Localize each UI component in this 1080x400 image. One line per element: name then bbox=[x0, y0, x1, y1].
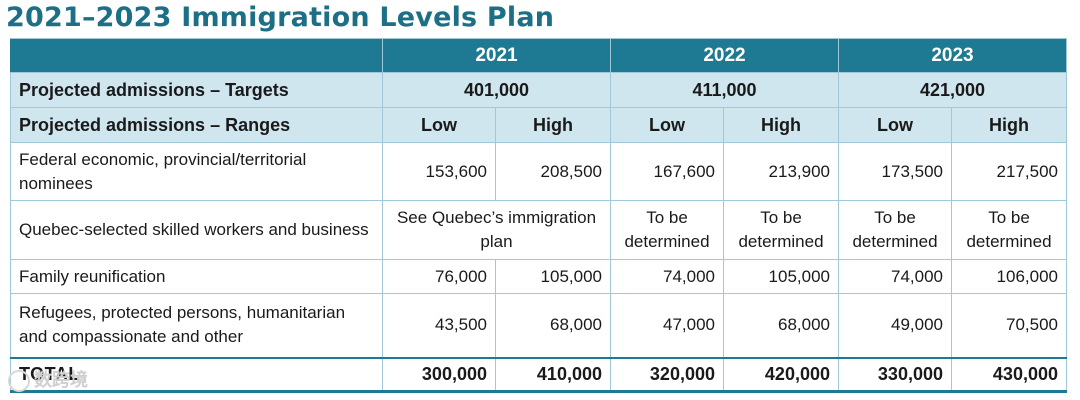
row-label: Refugees, protected persons, humanitaria… bbox=[10, 293, 383, 358]
cell-value: 167,600 bbox=[610, 142, 724, 201]
table-row: Family reunification 76,000 105,000 74,0… bbox=[10, 259, 1067, 294]
cell-value: 74,000 bbox=[610, 259, 724, 294]
watermark: 数跨境 bbox=[8, 366, 88, 392]
total-value: 300,000 bbox=[382, 356, 496, 393]
ranges-row: Projected admissions – Ranges Low High L… bbox=[10, 107, 1067, 143]
cell-value: 68,000 bbox=[723, 293, 839, 358]
watermark-logo-icon bbox=[8, 370, 30, 392]
target-2021: 401,000 bbox=[382, 72, 611, 108]
targets-row: Projected admissions – Targets 401,000 4… bbox=[10, 72, 1067, 108]
cell-value: 49,000 bbox=[838, 293, 952, 358]
row-label: Quebec-selected skilled workers and busi… bbox=[10, 200, 383, 260]
cell-value: 217,500 bbox=[951, 142, 1067, 201]
total-value: 430,000 bbox=[951, 356, 1067, 393]
cell-value: 47,000 bbox=[610, 293, 724, 358]
year-2023-header: 2023 bbox=[838, 38, 1067, 73]
total-label: TOTAL bbox=[10, 356, 383, 393]
table-row: Refugees, protected persons, humanitaria… bbox=[10, 293, 1067, 358]
cell-value: 105,000 bbox=[723, 259, 839, 294]
cell-value: 173,500 bbox=[838, 142, 952, 201]
page-title: 2021–2023 Immigration Levels Plan bbox=[6, 2, 555, 33]
cell-value: 208,500 bbox=[495, 142, 611, 201]
year-header-row: 2021 2022 2023 bbox=[10, 38, 1067, 73]
year-2021-header: 2021 bbox=[382, 38, 611, 73]
total-row: TOTAL 300,000 410,000 320,000 420,000 33… bbox=[10, 356, 1067, 393]
cell-value: 76,000 bbox=[382, 259, 496, 294]
ranges-label: Projected admissions – Ranges bbox=[10, 107, 383, 143]
watermark-text: 数跨境 bbox=[34, 370, 88, 391]
cell-value: 106,000 bbox=[951, 259, 1067, 294]
immigration-levels-table: 2021 2022 2023 Projected admissions – Ta… bbox=[10, 38, 1067, 393]
cell-value: 105,000 bbox=[495, 259, 611, 294]
range-high-2021: High bbox=[495, 107, 611, 143]
total-value: 330,000 bbox=[838, 356, 952, 393]
range-high-2022: High bbox=[723, 107, 839, 143]
cell-value: To be determined bbox=[610, 200, 724, 260]
target-2022: 411,000 bbox=[610, 72, 839, 108]
range-high-2023: High bbox=[951, 107, 1067, 143]
targets-label: Projected admissions – Targets bbox=[10, 72, 383, 108]
cell-value: To be determined bbox=[951, 200, 1067, 260]
year-2022-header: 2022 bbox=[610, 38, 839, 73]
cell-value: To be determined bbox=[838, 200, 952, 260]
range-low-2023: Low bbox=[838, 107, 952, 143]
total-value: 320,000 bbox=[610, 356, 724, 393]
cell-value: 153,600 bbox=[382, 142, 496, 201]
header-blank-cell bbox=[10, 38, 383, 73]
total-value: 420,000 bbox=[723, 356, 839, 393]
total-value: 410,000 bbox=[495, 356, 611, 393]
cell-value: To be determined bbox=[723, 200, 839, 260]
cell-value: 70,500 bbox=[951, 293, 1067, 358]
cell-value: 74,000 bbox=[838, 259, 952, 294]
cell-value: 43,500 bbox=[382, 293, 496, 358]
quebec-plan-note: See Quebec’s immigration plan bbox=[382, 200, 611, 260]
row-label: Family reunification bbox=[10, 259, 383, 294]
table-row: Quebec-selected skilled workers and busi… bbox=[10, 200, 1067, 260]
target-2023: 421,000 bbox=[838, 72, 1067, 108]
cell-value: 213,900 bbox=[723, 142, 839, 201]
range-low-2021: Low bbox=[382, 107, 496, 143]
range-low-2022: Low bbox=[610, 107, 724, 143]
cell-value: 68,000 bbox=[495, 293, 611, 358]
row-label: Federal economic, provincial/territorial… bbox=[10, 142, 383, 201]
table-row: Federal economic, provincial/territorial… bbox=[10, 142, 1067, 201]
